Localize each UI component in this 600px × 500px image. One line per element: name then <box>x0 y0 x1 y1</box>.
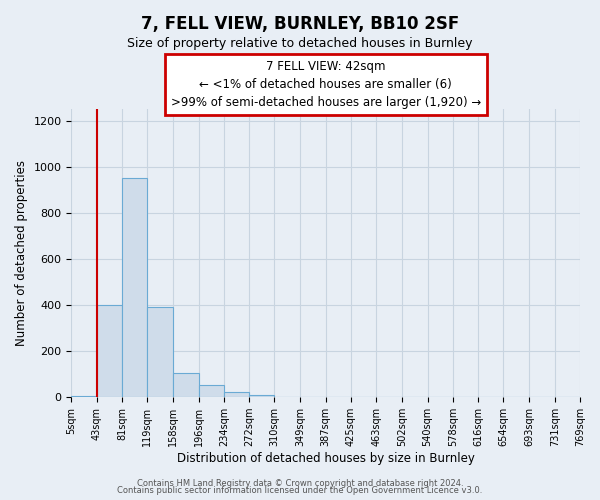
Bar <box>147 308 173 397</box>
Text: Contains public sector information licensed under the Open Government Licence v3: Contains public sector information licen… <box>118 486 482 495</box>
Bar <box>224 392 249 397</box>
Bar <box>71 396 97 397</box>
Text: 7 FELL VIEW: 42sqm
← <1% of detached houses are smaller (6)
>99% of semi-detache: 7 FELL VIEW: 42sqm ← <1% of detached hou… <box>170 60 481 109</box>
Text: 7, FELL VIEW, BURNLEY, BB10 2SF: 7, FELL VIEW, BURNLEY, BB10 2SF <box>141 15 459 33</box>
Y-axis label: Number of detached properties: Number of detached properties <box>15 160 28 346</box>
Bar <box>249 396 274 397</box>
X-axis label: Distribution of detached houses by size in Burnley: Distribution of detached houses by size … <box>177 452 475 465</box>
Text: Contains HM Land Registry data © Crown copyright and database right 2024.: Contains HM Land Registry data © Crown c… <box>137 478 463 488</box>
Bar <box>173 373 199 397</box>
Bar <box>97 305 122 397</box>
Bar <box>122 178 147 397</box>
Bar <box>199 384 224 397</box>
Text: Size of property relative to detached houses in Burnley: Size of property relative to detached ho… <box>127 38 473 51</box>
